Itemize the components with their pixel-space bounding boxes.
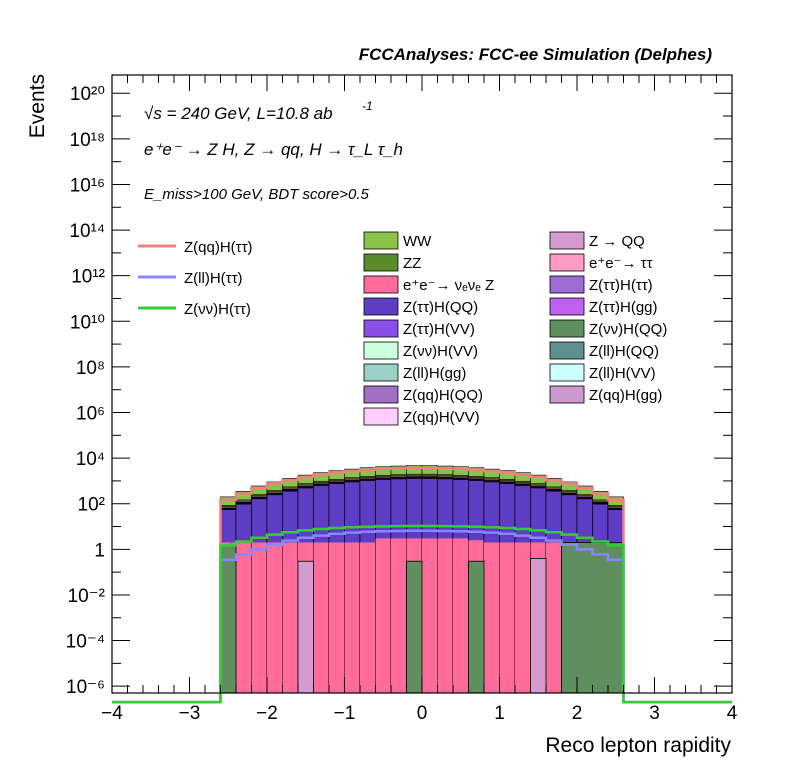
energy-sup: -1 bbox=[362, 99, 373, 113]
legend-right-label: Z → QQ bbox=[589, 233, 645, 250]
legend-right-swatch bbox=[549, 385, 585, 404]
signal-line bbox=[112, 524, 732, 704]
y-tick-label: 10¹⁸ bbox=[70, 130, 105, 151]
znunu-hqq-bar bbox=[220, 544, 237, 694]
legend-mid-label: Z(qq)H(VV) bbox=[403, 409, 480, 426]
y-axis-label: Events bbox=[26, 74, 49, 138]
y-tick-label: 10¹⁶ bbox=[70, 175, 105, 196]
selection-label: E_miss>100 GeV, BDT score>0.5 bbox=[144, 186, 369, 203]
legend-right-label: Z(νν)H(QQ) bbox=[589, 321, 667, 338]
signal-lines bbox=[112, 466, 732, 704]
znunu-hqq-bar bbox=[561, 542, 624, 694]
y-tick-label: 10¹⁴ bbox=[69, 221, 105, 242]
legend-right-swatch bbox=[549, 363, 585, 382]
plot-title: FCCAnalyses: FCC-ee Simulation (Delphes) bbox=[359, 45, 713, 64]
x-tick-label: 2 bbox=[572, 703, 583, 724]
legend-label: Z(ll)H(ττ) bbox=[184, 270, 243, 287]
legend: Z(qq)H(ττ) Z(ll)H(ττ) Z(νν)H(ττ) WW ZZ e⁺e⁻→ … bbox=[138, 231, 667, 426]
legend-mid-swatch bbox=[363, 407, 399, 426]
legend-right-swatch bbox=[549, 319, 585, 338]
y-tick-label: 10²⁰ bbox=[70, 84, 105, 105]
legend-mid-swatch bbox=[363, 319, 399, 338]
legend-right-swatch bbox=[549, 275, 585, 294]
legend-mid-swatch bbox=[363, 363, 399, 382]
x-tick-label: −3 bbox=[179, 703, 201, 724]
nunu-z-bar bbox=[251, 542, 267, 693]
nunu-z-bar bbox=[499, 542, 515, 693]
znunu-hqq-bar bbox=[406, 560, 423, 694]
nunu-z-bar bbox=[391, 538, 407, 693]
y-tick-label: 10¹⁰ bbox=[70, 312, 105, 333]
legend-right-label: e⁺e⁻→ ττ bbox=[589, 255, 653, 272]
x-tick-label: 3 bbox=[649, 703, 660, 724]
legend-mid-swatch bbox=[363, 231, 399, 250]
legend-mid-label: e⁺e⁻→ νₑνₑ Z bbox=[403, 277, 494, 294]
legend-right-swatch bbox=[549, 231, 585, 250]
x-tick-label: 4 bbox=[727, 703, 738, 724]
legend-right-label: Z(ττ)H(gg) bbox=[589, 299, 658, 316]
legend-right-label: Z(ττ)H(ττ) bbox=[589, 277, 653, 294]
z-qq-bar bbox=[530, 558, 547, 694]
y-tick-label: 10¹² bbox=[71, 267, 105, 288]
nunu-z-bar bbox=[546, 542, 562, 693]
x-axis-label: Reco lepton rapidity bbox=[545, 734, 731, 757]
y-tick-label: 10² bbox=[78, 495, 105, 516]
histogram-fills bbox=[220, 465, 624, 694]
nunu-z-bar bbox=[375, 538, 391, 693]
legend-mid-label: Z(νν)H(VV) bbox=[403, 343, 478, 360]
legend-mid-swatch bbox=[363, 275, 399, 294]
nunu-z-bar bbox=[453, 538, 469, 693]
process-label: e⁺e⁻ → Z H, Z → qq, H → τ_L τ_h bbox=[144, 140, 403, 159]
legend-mid-label: ZZ bbox=[403, 255, 421, 272]
nunu-z-bar bbox=[282, 542, 298, 693]
axis-ticks: −4 −3 −2 −1 0 1 2 3 4 10⁻⁶ 10⁻⁴ 10⁻² 1 10² 10⁴ 10⁶ 10⁸ 10… bbox=[66, 75, 738, 724]
x-tick-label: −2 bbox=[256, 703, 278, 724]
legend-right-label: Z(ll)H(QQ) bbox=[589, 343, 659, 360]
legend-mid-label: Z(ll)H(gg) bbox=[403, 365, 466, 382]
legend-right-label: Z(ll)H(VV) bbox=[589, 365, 656, 382]
y-tick-label: 10⁶ bbox=[76, 404, 105, 425]
x-tick-label: −4 bbox=[101, 703, 123, 724]
energy-label: √s = 240 GeV, L=10.8 ab bbox=[144, 104, 333, 123]
legend-mid-swatch bbox=[363, 253, 399, 272]
nunu-z-bar bbox=[344, 542, 360, 693]
z-qq-bar bbox=[297, 560, 314, 694]
nunu-z-bar bbox=[437, 538, 453, 693]
y-tick-label: 10⁴ bbox=[76, 449, 105, 470]
legend-mid-swatch bbox=[363, 297, 399, 316]
legend-mid-label: Z(ττ)H(VV) bbox=[403, 321, 475, 338]
nunu-z-bar bbox=[484, 542, 500, 693]
nunu-z-bar bbox=[313, 542, 329, 693]
legend-mid-label: WW bbox=[403, 233, 432, 250]
y-tick-label: 10⁻⁶ bbox=[66, 677, 105, 698]
signal-line bbox=[112, 529, 732, 704]
legend-right-swatch bbox=[549, 297, 585, 316]
legend-right-label: Z(qq)H(gg) bbox=[589, 387, 662, 404]
legend-mid-label: Z(ττ)H(QQ) bbox=[403, 299, 478, 316]
nunu-z-bar bbox=[515, 542, 531, 693]
legend-mid-label: Z(qq)H(QQ) bbox=[403, 387, 483, 404]
legend-label: Z(qq)H(ττ) bbox=[184, 239, 253, 256]
nunu-z-bar bbox=[422, 538, 438, 693]
nunu-z-bar bbox=[329, 542, 345, 693]
signal-line bbox=[112, 466, 732, 704]
znunu-hqq-bar bbox=[468, 560, 485, 694]
nunu-z-bar bbox=[360, 542, 376, 693]
legend-right-swatch bbox=[549, 341, 585, 360]
legend-mid-swatch bbox=[363, 385, 399, 404]
legend-mid-swatch bbox=[363, 341, 399, 360]
x-tick-label: 1 bbox=[494, 703, 505, 724]
nunu-z-bar bbox=[236, 542, 252, 693]
legend-right-swatch bbox=[549, 253, 585, 272]
nunu-z-bar bbox=[267, 542, 283, 693]
y-tick-label: 1 bbox=[94, 540, 105, 561]
y-tick-label: 10⁻⁴ bbox=[66, 632, 105, 653]
legend-label: Z(νν)H(ττ) bbox=[184, 301, 251, 318]
y-tick-label: 10⁸ bbox=[76, 358, 105, 379]
x-tick-label: −1 bbox=[334, 703, 356, 724]
y-tick-label: 10⁻² bbox=[68, 586, 106, 607]
x-tick-label: 0 bbox=[417, 703, 428, 724]
